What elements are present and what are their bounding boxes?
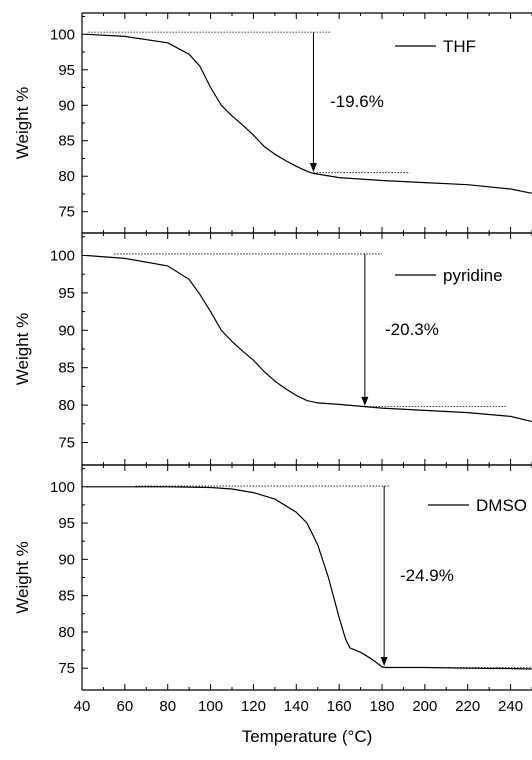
x-tick-label: 180 [369,698,394,715]
x-tick-label: 200 [412,698,437,715]
panel-1: 75 80 85 90 95 100 Weight % -19.6% THF [13,12,532,234]
series-line-pyridine [86,254,532,423]
y-tick-label: 90 [58,551,75,568]
y-tick-label: 100 [50,26,75,43]
y-tick-label: 75 [58,204,75,221]
x-tick-label: 80 [159,698,176,715]
y-axis-label: Weight % [13,541,32,613]
y-tick-label: 95 [58,62,75,79]
x-tick-label: 120 [241,698,266,715]
y-tick-label: 75 [58,435,75,452]
panel-3: 75 80 85 90 95 100 40 60 80 100 120 140 160 180 200 220… [13,464,532,746]
x-tick-label: 60 [117,698,134,715]
x-tick-label: 240 [498,698,523,715]
y-tick-label: 80 [58,168,75,185]
y-axis-label: Weight % [13,87,32,159]
series-line-THF [86,33,532,194]
y-tick-label: 95 [58,515,75,532]
mass-loss-label: -24.9% [400,566,454,585]
legend-label: DMSO [476,496,527,515]
x-tick-label: 140 [284,698,309,715]
y-tick-label: 95 [58,285,75,302]
legend-label: pyridine [443,266,503,285]
y-tick-label: 100 [50,479,75,496]
y-tick-label: 85 [58,588,75,605]
y-tick-label: 90 [58,97,75,114]
mass-loss-label: -19.6% [330,92,384,111]
arrow-head [380,657,388,667]
x-axis-label: Temperature (°C) [242,727,373,746]
legend-label: THF [443,37,476,56]
y-tick-label: 80 [58,624,75,641]
y-tick-label: 85 [58,360,75,377]
y-tick-label: 80 [58,397,75,414]
y-tick-label: 85 [58,133,75,150]
arrow-head [309,162,317,172]
x-tick-label: 220 [455,698,480,715]
series-line-DMSO [86,486,532,670]
arrow-head [361,396,369,406]
mass-loss-label: -20.3% [385,320,439,339]
x-tick-label: 160 [327,698,352,715]
x-tick-label: 40 [74,698,91,715]
y-tick-label: 75 [58,660,75,677]
y-axis-label: Weight % [13,313,32,385]
panel-2: 75 80 85 90 95 100 Weight % -20.3% pyridine [13,232,532,466]
y-tick-label: 100 [50,247,75,264]
y-tick-label: 90 [58,322,75,339]
x-tick-label: 100 [198,698,223,715]
